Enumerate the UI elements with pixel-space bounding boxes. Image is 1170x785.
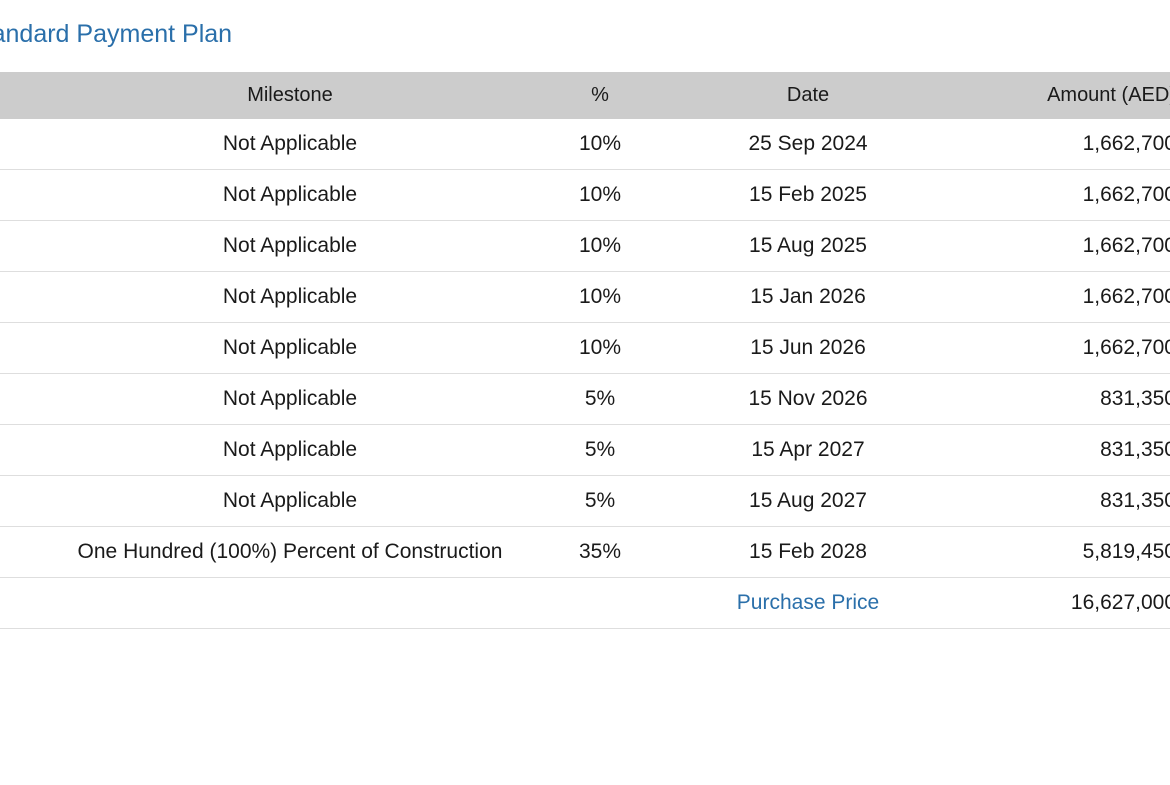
header-num: # bbox=[0, 84, 15, 107]
cell-milestone: Not Applicable bbox=[222, 387, 358, 410]
cell-date: 15 Jan 2026 bbox=[750, 285, 866, 308]
cell-date: 15 Apr 2027 bbox=[751, 438, 865, 461]
cell-percent: 10% bbox=[578, 285, 622, 308]
payment-plan-table: # Milestone % Date Amount (AED) 1 Not Ap… bbox=[0, 72, 1170, 629]
cell-num: 9 bbox=[0, 540, 15, 564]
cell-amount: 1,662,700 bbox=[1082, 234, 1170, 257]
cell-date: 15 Feb 2028 bbox=[749, 540, 867, 563]
cell-milestone: Not Applicable bbox=[222, 438, 358, 461]
cell-milestone: Not Applicable bbox=[222, 336, 358, 359]
table-row: 1 Not Applicable 10% 25 Sep 2024 1,662,7… bbox=[0, 119, 1170, 170]
cell-percent: 10% bbox=[578, 183, 622, 206]
cell-percent: 35% bbox=[578, 540, 622, 563]
cell-milestone: Not Applicable bbox=[222, 489, 358, 512]
table-header-row: # Milestone % Date Amount (AED) bbox=[0, 72, 1170, 119]
cell-date: 15 Nov 2026 bbox=[748, 387, 868, 410]
cell-amount: 831,350 bbox=[1100, 387, 1170, 410]
header-amount: Amount (AED) bbox=[1047, 84, 1170, 106]
purchase-price-amount: 16,627,000 bbox=[1070, 591, 1170, 614]
cell-milestone: Not Applicable bbox=[222, 183, 358, 206]
cell-milestone: One Hundred (100%) Percent of Constructi… bbox=[77, 540, 503, 563]
cell-milestone: Not Applicable bbox=[222, 285, 358, 308]
cell-percent: 10% bbox=[578, 132, 622, 155]
page-title: Standard Payment Plan bbox=[0, 20, 233, 48]
cell-num: 7 bbox=[0, 438, 15, 462]
cell-num: 2 bbox=[0, 183, 15, 207]
table-row: 7 Not Applicable 5% 15 Apr 2027 831,350 bbox=[0, 425, 1170, 476]
cell-milestone: Not Applicable bbox=[222, 132, 358, 155]
cell-date: 15 Aug 2025 bbox=[749, 234, 867, 257]
header-date: Date bbox=[786, 84, 830, 106]
cell-date: 15 Feb 2025 bbox=[749, 183, 867, 206]
cell-num: 8 bbox=[0, 489, 15, 513]
cell-amount: 1,662,700 bbox=[1082, 336, 1170, 359]
cell-date: 25 Sep 2024 bbox=[748, 132, 868, 155]
header-milestone: Milestone bbox=[247, 84, 333, 106]
cell-amount: 1,662,700 bbox=[1082, 132, 1170, 155]
cell-num: 1 bbox=[0, 132, 15, 156]
table-row: 6 Not Applicable 5% 15 Nov 2026 831,350 bbox=[0, 374, 1170, 425]
cell-percent: 5% bbox=[584, 438, 616, 461]
cell-milestone: Not Applicable bbox=[222, 234, 358, 257]
cell-num: 5 bbox=[0, 336, 15, 360]
cell-date: 15 Jun 2026 bbox=[750, 336, 866, 359]
cell-amount: 1,662,700 bbox=[1082, 183, 1170, 206]
table-row: 2 Not Applicable 10% 15 Feb 2025 1,662,7… bbox=[0, 170, 1170, 221]
cell-percent: 10% bbox=[578, 336, 622, 359]
cell-num: 3 bbox=[0, 234, 15, 258]
cell-amount: 1,662,700 bbox=[1082, 285, 1170, 308]
cell-amount: 5,819,450 bbox=[1082, 540, 1170, 563]
header-percent: % bbox=[591, 84, 609, 106]
cell-num: 6 bbox=[0, 387, 15, 411]
purchase-price-label: Purchase Price bbox=[736, 591, 880, 614]
table-row: 3 Not Applicable 10% 15 Aug 2025 1,662,7… bbox=[0, 221, 1170, 272]
cell-date: 15 Aug 2027 bbox=[749, 489, 867, 512]
cell-percent: 10% bbox=[578, 234, 622, 257]
cell-percent: 5% bbox=[584, 489, 616, 512]
cell-amount: 831,350 bbox=[1100, 438, 1170, 461]
table-row: 5 Not Applicable 10% 15 Jun 2026 1,662,7… bbox=[0, 323, 1170, 374]
cell-percent: 5% bbox=[584, 387, 616, 410]
table-row: 4 Not Applicable 10% 15 Jan 2026 1,662,7… bbox=[0, 272, 1170, 323]
table-row: 9 One Hundred (100%) Percent of Construc… bbox=[0, 527, 1170, 578]
cell-num: 4 bbox=[0, 285, 15, 309]
table-row: 8 Not Applicable 5% 15 Aug 2027 831,350 bbox=[0, 476, 1170, 527]
cell-amount: 831,350 bbox=[1100, 489, 1170, 512]
total-row: Purchase Price 16,627,000 bbox=[0, 578, 1170, 629]
